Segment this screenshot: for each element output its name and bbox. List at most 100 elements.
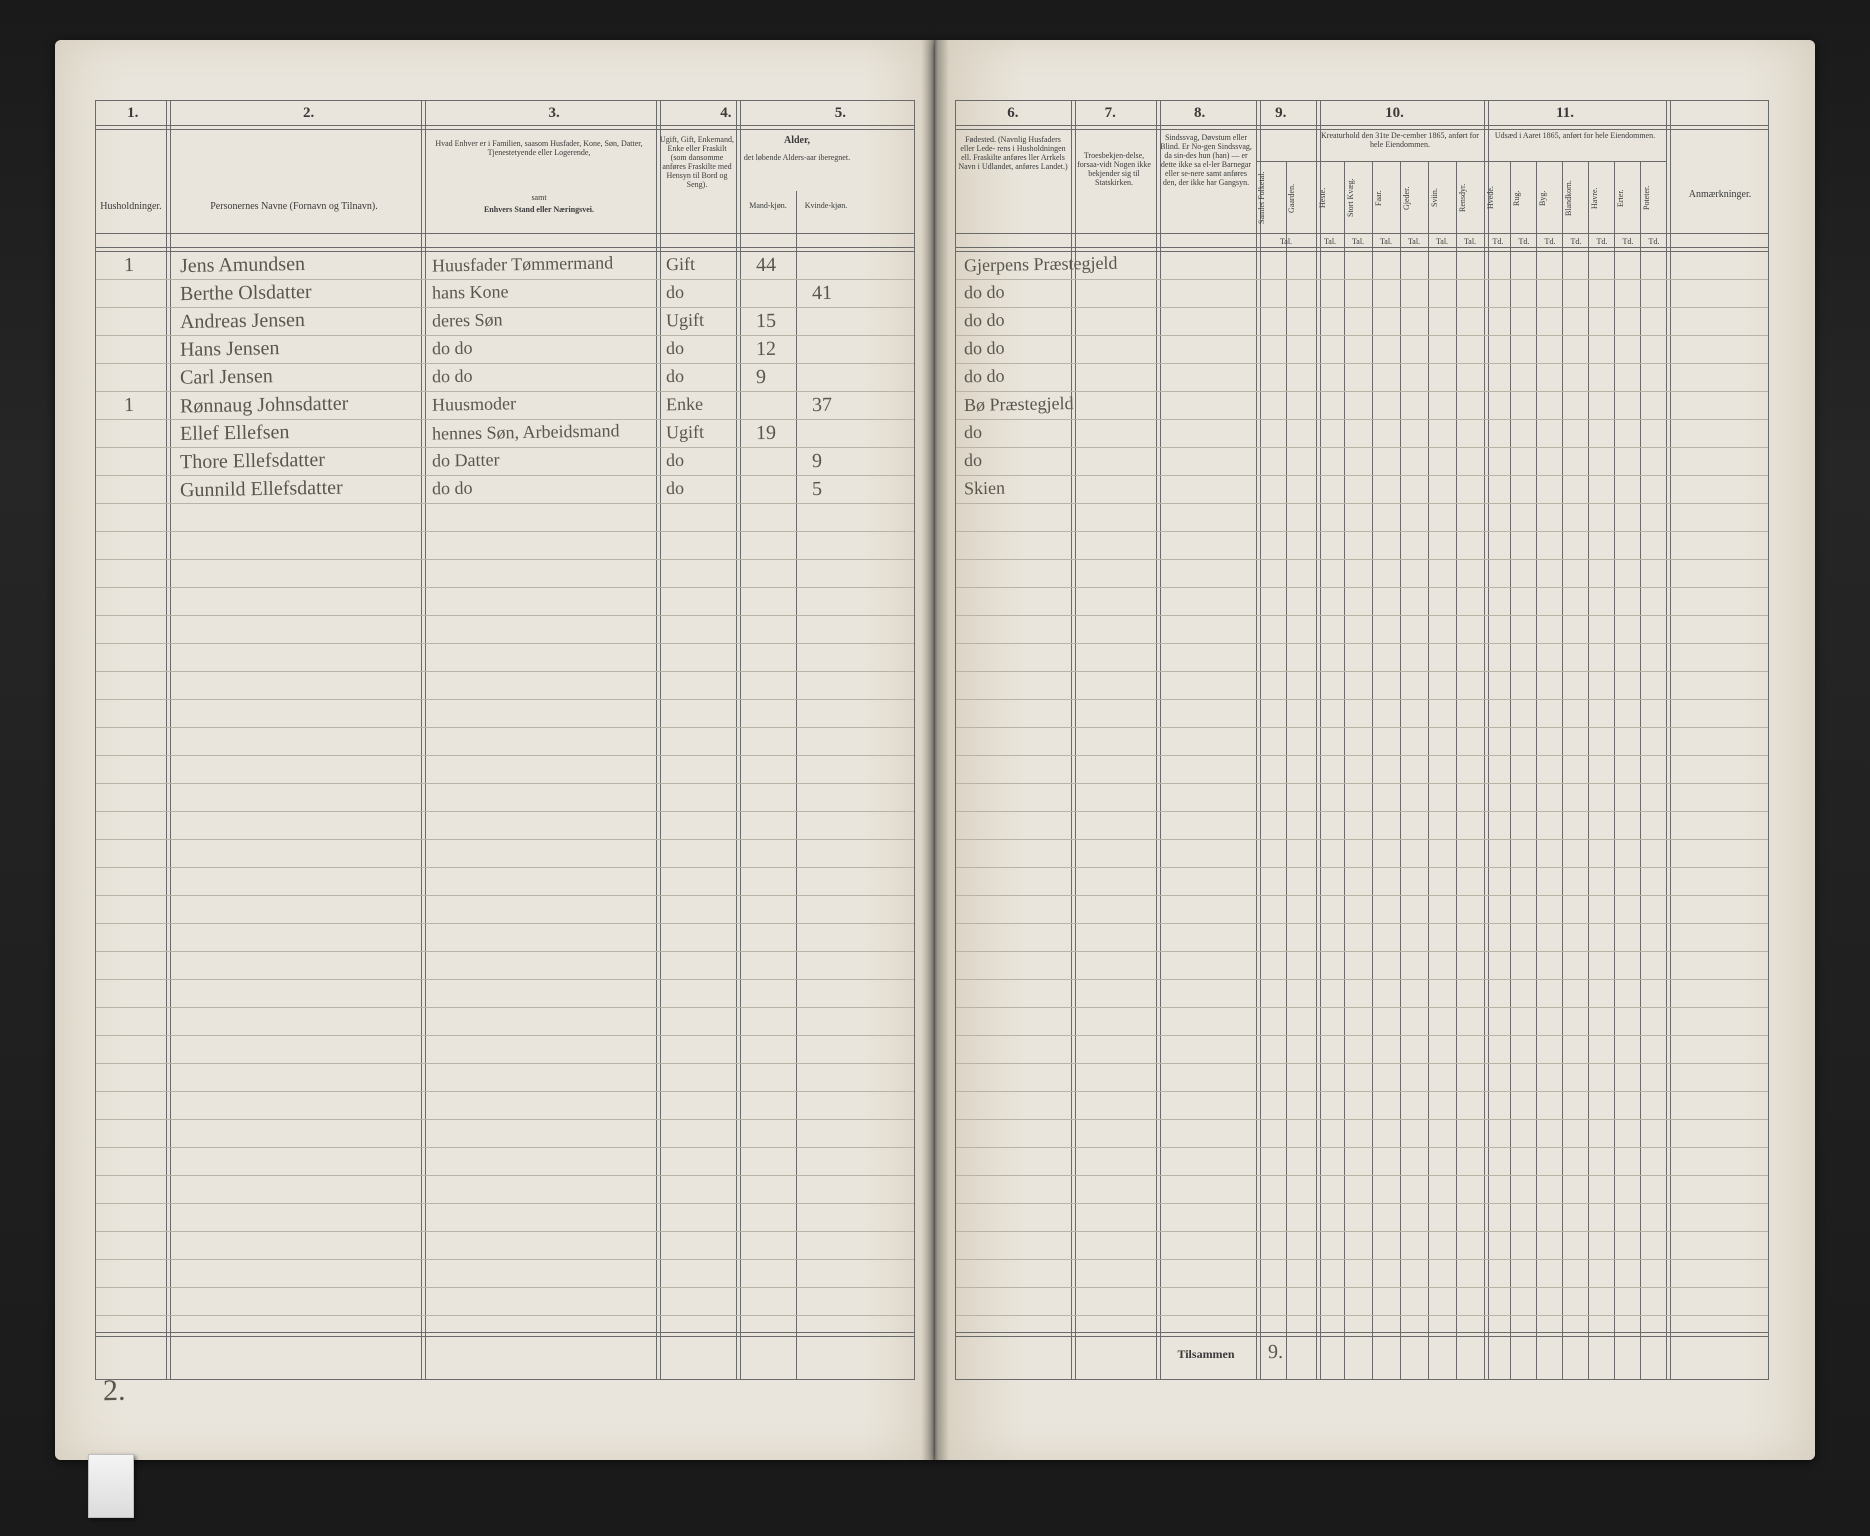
hand-cell: Berthe Olsdatter — [180, 281, 312, 306]
hand-cell: do Datter — [432, 449, 500, 471]
right-page: 6. 7. 8. 9. 10. 11. Fødested. (Navnlig H… — [935, 40, 1815, 1460]
hrule — [1256, 161, 1666, 162]
hdr-col8: Sindssvag, Døvstum eller Blind. Er No-ge… — [1158, 133, 1254, 187]
table-row — [956, 755, 1768, 784]
hand-cell: Rønnaug Johnsdatter — [180, 393, 349, 419]
open-book: 1. 2. 3. 4. 5. Husholdninger. Personerne… — [55, 40, 1815, 1460]
colnum-3: 3. — [548, 105, 559, 122]
table-row — [956, 447, 1768, 476]
table-row — [96, 1063, 914, 1092]
colnum-6: 6. — [1007, 105, 1018, 122]
unit-cell: Td. — [1642, 237, 1666, 246]
hand-cell: hennes Søn, Arbeidsmand — [432, 420, 620, 444]
hrule — [956, 233, 1768, 234]
unit-cell: Td. — [1486, 237, 1510, 246]
table-row — [956, 1119, 1768, 1148]
footer-label: Tilsammen — [1156, 1349, 1256, 1360]
hand-cell: Carl Jensen — [180, 365, 273, 390]
table-row — [96, 951, 914, 980]
left-footer — [96, 1332, 914, 1379]
table-row — [956, 643, 1768, 672]
table-row — [96, 1175, 914, 1204]
unit-cell: Td. — [1512, 237, 1536, 246]
hand-cell: 37 — [812, 394, 832, 417]
unit-cell: Tal. — [1374, 237, 1398, 246]
hand-cell: Thore Ellefsdatter — [180, 449, 325, 475]
left-rows: 1Jens AmundsenHuusfader TømmermandGift44… — [96, 251, 914, 1333]
hdr-col5a: Mand-kjøn. — [740, 201, 796, 210]
table-row — [956, 1035, 1768, 1064]
table-row — [956, 1091, 1768, 1120]
table-row — [96, 615, 914, 644]
hand-cell: Gjerpens Præstegjeld — [964, 253, 1118, 277]
hdr-col4: Ugift, Gift, Enkemand, Enke eller Fraski… — [660, 135, 734, 189]
hand-cell: hans Kone — [432, 281, 509, 303]
hdr-col3-bot: Enhvers Stand eller Næringsvei. — [426, 205, 652, 214]
table-row — [956, 867, 1768, 896]
table-row — [96, 559, 914, 588]
table-row — [96, 503, 914, 532]
table-row — [956, 1287, 1768, 1316]
hand-cell: Huusmoder — [432, 393, 516, 415]
hand-cell: 1 — [124, 254, 134, 277]
table-row — [96, 1147, 914, 1176]
unit-cell: Tal. — [1402, 237, 1426, 246]
table-row — [956, 951, 1768, 980]
hand-cell: 1 — [124, 394, 134, 417]
hand-cell: 44 — [756, 254, 776, 277]
hand-cell: Andreas Jensen — [180, 309, 305, 334]
colnum-2: 2. — [303, 105, 314, 122]
page-number: 2. — [103, 1374, 126, 1408]
hand-cell: do — [666, 338, 684, 359]
col10-sub: Sviin. — [1430, 165, 1454, 231]
hand-cell: do — [964, 422, 982, 443]
hand-cell: Gift — [666, 254, 695, 276]
table-row — [96, 727, 914, 756]
hdr-col1: Husholdninger. — [96, 201, 166, 212]
hand-cell: 15 — [756, 310, 776, 333]
unit-cell: Tal. — [1458, 237, 1482, 246]
unit-cell: Td. — [1590, 237, 1614, 246]
table-row — [956, 1175, 1768, 1204]
table-row — [96, 1287, 914, 1316]
unit-tal-9: Tal. — [1256, 237, 1316, 246]
hand-cell: do — [666, 450, 684, 471]
colnum-11: 11. — [1556, 105, 1574, 122]
hand-cell: Huusfader Tømmermand — [432, 252, 613, 276]
table-row — [956, 895, 1768, 924]
table-row — [956, 1259, 1768, 1288]
table-row — [956, 363, 1768, 392]
colnum-4: 4. — [720, 105, 731, 122]
right-form: 6. 7. 8. 9. 10. 11. Fødested. (Navnlig H… — [955, 100, 1769, 1380]
colnum-8: 8. — [1194, 105, 1205, 122]
hdr-col9a: Samlet Folketal. — [1257, 165, 1285, 231]
unit-cell: Tal. — [1430, 237, 1454, 246]
table-row — [96, 923, 914, 952]
hrule — [96, 247, 914, 248]
hand-cell: Ellef Ellefsen — [180, 421, 290, 446]
hand-cell: 9 — [756, 366, 766, 389]
col11-sub: Byg. — [1538, 165, 1562, 231]
hand-cell: Ugift — [666, 422, 704, 444]
unit-cell: Td. — [1616, 237, 1640, 246]
hand-cell: do — [666, 366, 684, 387]
hand-cell: deres Søn — [432, 309, 503, 331]
table-row — [956, 783, 1768, 812]
table-row — [956, 839, 1768, 868]
table-row — [96, 1091, 914, 1120]
hdr-col5-top: Alder, — [740, 135, 854, 146]
hdr-col6: Fødested. (Navnlig Husfaders eller Lede-… — [958, 135, 1068, 171]
table-row — [956, 699, 1768, 728]
table-row — [956, 1231, 1768, 1260]
hdr-col5-mid: det løbende Alders-aar iberegnet. — [740, 153, 854, 162]
hand-cell: Hans Jensen — [180, 337, 280, 362]
table-row — [956, 503, 1768, 532]
table-row — [956, 531, 1768, 560]
table-row — [956, 391, 1768, 420]
table-row — [96, 811, 914, 840]
col11-sub: Rug. — [1512, 165, 1536, 231]
hand-cell: do do — [964, 366, 1005, 388]
table-row — [956, 1203, 1768, 1232]
hand-cell: 19 — [756, 422, 776, 445]
table-row — [956, 307, 1768, 336]
